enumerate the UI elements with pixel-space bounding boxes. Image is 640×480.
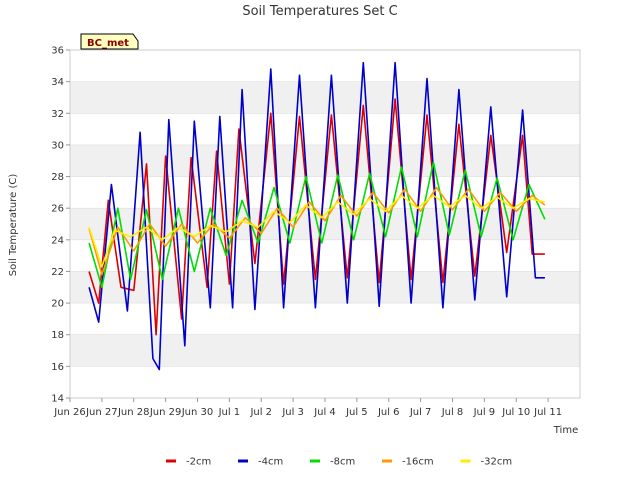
grid-band [70,81,580,114]
y-tick-label: 24 [51,235,64,246]
y-tick-label: 34 [51,77,64,88]
series-line--16cm [88,186,546,276]
x-tick-label: Jul 1 [218,407,241,418]
y-tick-label: 22 [51,267,64,278]
series-lines [88,61,546,371]
legend-item--32cm: -32cm [460,457,513,468]
x-tick-label: Jun 27 [85,407,118,418]
x-tick-label: Jun 30 [181,407,214,418]
legend-label: -4cm [258,457,283,468]
series-line--8cm [88,161,546,289]
legend-label: -32cm [481,457,513,468]
x-tick-label: Jul 2 [249,407,272,418]
x-tick-label: Jul 5 [345,407,368,418]
y-tick-label: 36 [51,46,64,57]
x-tick-label: Jul 6 [377,407,400,418]
x-tick-label: Jul 3 [281,407,304,418]
y-tick-label: 28 [51,172,64,183]
y-tick-label: 32 [51,109,64,120]
x-tick-label: Jul 9 [473,407,496,418]
x-tick-label: Jul 11 [533,407,562,418]
y-tick-label: 18 [51,330,64,341]
series-line--4cm [88,61,545,371]
y-tick-label: 26 [51,204,64,215]
x-tick-label: Jul 4 [313,407,336,418]
station-badge-box [80,33,139,50]
y-tick-label: 14 [51,394,64,405]
y-tick-label: 16 [51,362,64,373]
y-axis-label: Soil Temperature (C) [8,174,19,277]
x-tick-label: Jul 7 [409,407,432,418]
legend-item--8cm: -8cm [310,457,355,468]
legend-item--4cm: -4cm [238,457,283,468]
grid-band [70,334,580,367]
legend-label: -16cm [402,457,434,468]
x-tick-label: Jun 26 [53,407,86,418]
legend-label: -8cm [330,457,355,468]
station-badge: BC_met [80,33,139,50]
x-axis-label: Time [553,425,578,436]
legend-item--16cm: -16cm [382,457,434,468]
legend-label: -2cm [186,457,211,468]
x-tick-label: Jun 29 [149,407,182,418]
series-line--32cm [88,194,546,268]
x-tick-label: Jun 28 [117,407,150,418]
legend: -2cm -4cm -8cm -16cm -32cm [166,457,512,468]
legend-item--2cm: -2cm [166,457,211,468]
y-tick-label: 20 [51,299,64,310]
chart-title: Soil Temperatures Set C [242,4,397,19]
station-badge-label: BC_met [87,38,129,49]
x-tick-label: Jul 10 [501,407,530,418]
x-tick-label: Jul 8 [441,407,464,418]
y-tick-label: 30 [51,140,64,151]
grid-band [70,271,580,304]
